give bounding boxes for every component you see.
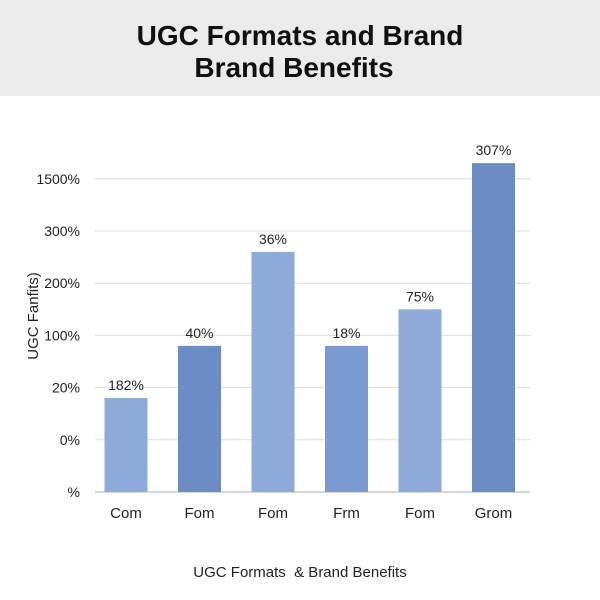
data-label: 40% [185,325,213,341]
y-axis-ticks: % 0% 20% 100% 200% 300% 1500% [36,171,80,500]
data-label: 18% [332,325,360,341]
x-axis-categories: Com Fom Fom Frm Fom Grom [110,505,512,522]
x-axis-label: UGC Formats & Brand Benefits [193,564,407,581]
bar [251,251,295,492]
data-label: 36% [259,231,287,247]
bar [104,398,148,492]
bar [178,345,221,492]
title-banner: UGC Formats and Brand Brand Benefits [0,0,600,96]
y-axis-label: UGC Fanfits) [25,272,42,360]
y-tick-label: 100% [44,327,80,343]
y-tick-label: 1500% [36,171,80,187]
y-tick-label: 300% [44,223,80,239]
x-tick-label: Grom [475,505,513,522]
data-labels: 182% 40% 36% 18% 75% 307% [108,142,511,393]
x-tick-label: Frm [333,505,360,522]
x-tick-label: Fom [405,505,435,522]
chart-title-line-2: Brand Benefits [194,52,394,83]
x-tick-label: Com [110,505,142,522]
bar [398,309,442,492]
data-label: 182% [108,377,144,393]
y-tick-label: 0% [60,432,80,448]
bar [325,345,368,492]
y-tick-label: % [68,484,80,500]
y-tick-label: 20% [52,380,80,396]
gridlines [95,178,530,493]
x-tick-label: Fom [185,505,215,522]
data-label: 307% [476,142,512,158]
bar [472,163,515,492]
bar-chart: % 0% 20% 100% 200% 300% 1500% 182% 40% 36% 18% 75%… [25,142,530,522]
data-label: 75% [406,288,434,304]
x-tick-label: Fom [258,505,288,522]
bars [104,163,515,492]
y-tick-label: 200% [44,275,80,291]
chart-title-line-1: UGC Formats and Brand [136,20,464,51]
